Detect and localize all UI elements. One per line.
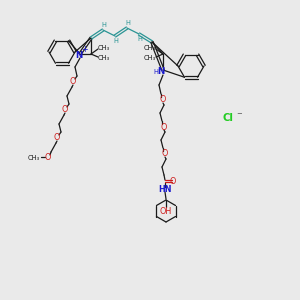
Text: CH₃: CH₃ — [144, 55, 156, 61]
Text: O: O — [54, 134, 60, 142]
Text: CH₃: CH₃ — [144, 45, 156, 51]
Text: HN: HN — [158, 185, 172, 194]
Text: O: O — [162, 149, 168, 158]
Text: N: N — [75, 50, 82, 59]
Text: O: O — [161, 122, 167, 131]
Text: OH: OH — [160, 206, 172, 215]
Text: H: H — [138, 36, 142, 42]
Text: O: O — [160, 95, 166, 104]
Text: N: N — [158, 68, 165, 76]
Text: H: H — [154, 69, 158, 75]
Text: O: O — [62, 106, 68, 115]
Text: CH₃: CH₃ — [98, 45, 110, 51]
Text: H: H — [114, 38, 118, 44]
Text: CH₃: CH₃ — [28, 155, 40, 161]
Text: ⁻: ⁻ — [236, 111, 242, 121]
Text: O: O — [70, 77, 76, 86]
Text: Cl: Cl — [223, 113, 233, 123]
Text: O: O — [45, 152, 51, 161]
Text: +: + — [81, 46, 87, 55]
Text: O: O — [170, 176, 176, 185]
Text: H: H — [102, 22, 106, 28]
Text: CH₃: CH₃ — [98, 55, 110, 61]
Text: H: H — [126, 20, 130, 26]
